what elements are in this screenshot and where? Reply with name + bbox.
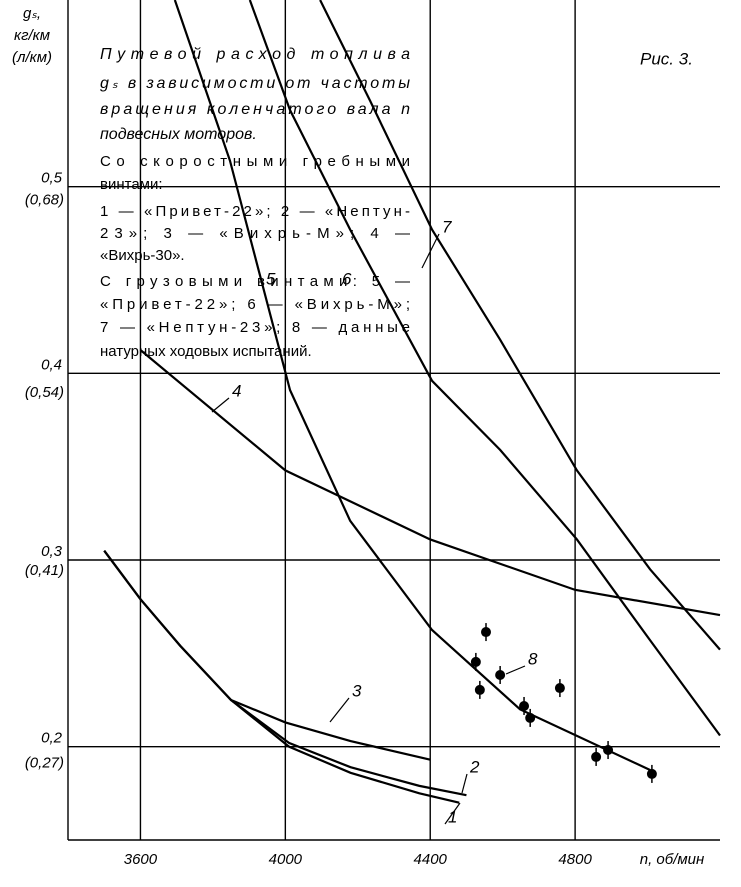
y-label: gₛ, xyxy=(23,5,41,22)
series-label: 7 xyxy=(442,217,452,236)
caption-line: вращения коленчатого вала n xyxy=(100,101,410,118)
label-leader xyxy=(505,665,526,675)
caption-line: 23»; 3 — «Вихрь-М»; 4 — xyxy=(100,225,410,242)
caption-line: «Вихрь-30». xyxy=(100,247,185,264)
y2-tick-label: (0,54) xyxy=(25,384,64,401)
y2-tick-label: (0,41) xyxy=(25,562,64,579)
caption-line: винтами: xyxy=(100,176,163,193)
series-label: 3 xyxy=(352,681,362,700)
series-label: 5 xyxy=(266,269,276,288)
caption-line: С грузовыми винтами: 5 — xyxy=(100,273,410,290)
data-point xyxy=(519,700,530,711)
label-leader xyxy=(461,773,468,794)
label-leader xyxy=(329,697,350,723)
caption-line: натурных ходовых испытаний. xyxy=(100,343,312,360)
data-point xyxy=(474,684,485,695)
curve xyxy=(319,0,721,651)
data-point xyxy=(495,669,506,680)
caption-line: подвесных моторов. xyxy=(100,126,257,143)
caption-line: 7 — «Нептун-23»; 8 — данные xyxy=(100,319,410,336)
series-label: 6 xyxy=(342,269,352,288)
caption-line: Со скоростными гребными xyxy=(100,153,410,170)
x-label: n, об/мин xyxy=(640,851,705,868)
y-tick-label: 0,3 xyxy=(41,543,63,560)
y2-label: (л/км) xyxy=(12,49,52,66)
label-leader xyxy=(421,233,440,269)
series-label: 4 xyxy=(232,381,241,400)
caption-line: Путевой расход топлива xyxy=(100,46,410,63)
caption-line: «Привет-22»; 6 — «Вихрь-М»; xyxy=(100,296,410,313)
caption-line: 1 — «Привет-22»; 2 — «Нептун- xyxy=(100,203,410,220)
curve xyxy=(173,0,651,771)
y-tick-label: 0,4 xyxy=(41,356,62,373)
y-label: кг/км xyxy=(14,27,50,44)
series-label: 1 xyxy=(448,807,457,826)
data-point xyxy=(554,683,565,694)
x-tick-label: 4800 xyxy=(558,851,592,868)
data-point xyxy=(481,627,492,638)
figure-label: Рис. 3. xyxy=(640,49,693,68)
data-point xyxy=(591,751,602,762)
series-label: 2 xyxy=(469,757,480,776)
curve xyxy=(248,0,721,737)
y-tick-label: 0,2 xyxy=(41,730,63,747)
y-tick-label: 0,5 xyxy=(41,170,63,187)
data-point xyxy=(646,768,657,779)
curve xyxy=(103,550,460,804)
x-tick-label: 4000 xyxy=(269,851,303,868)
curve xyxy=(230,698,431,761)
curve xyxy=(139,349,721,617)
series-label: 8 xyxy=(528,649,538,668)
x-tick-label: 3600 xyxy=(124,851,158,868)
data-point xyxy=(470,656,481,667)
y2-tick-label: (0,27) xyxy=(25,754,64,771)
label-leader xyxy=(211,397,230,413)
data-point xyxy=(525,712,536,723)
label-leader xyxy=(444,802,461,825)
x-tick-label: 4400 xyxy=(414,851,448,868)
curve xyxy=(103,550,467,797)
y2-tick-label: (0,68) xyxy=(25,192,64,209)
data-point xyxy=(603,745,614,756)
